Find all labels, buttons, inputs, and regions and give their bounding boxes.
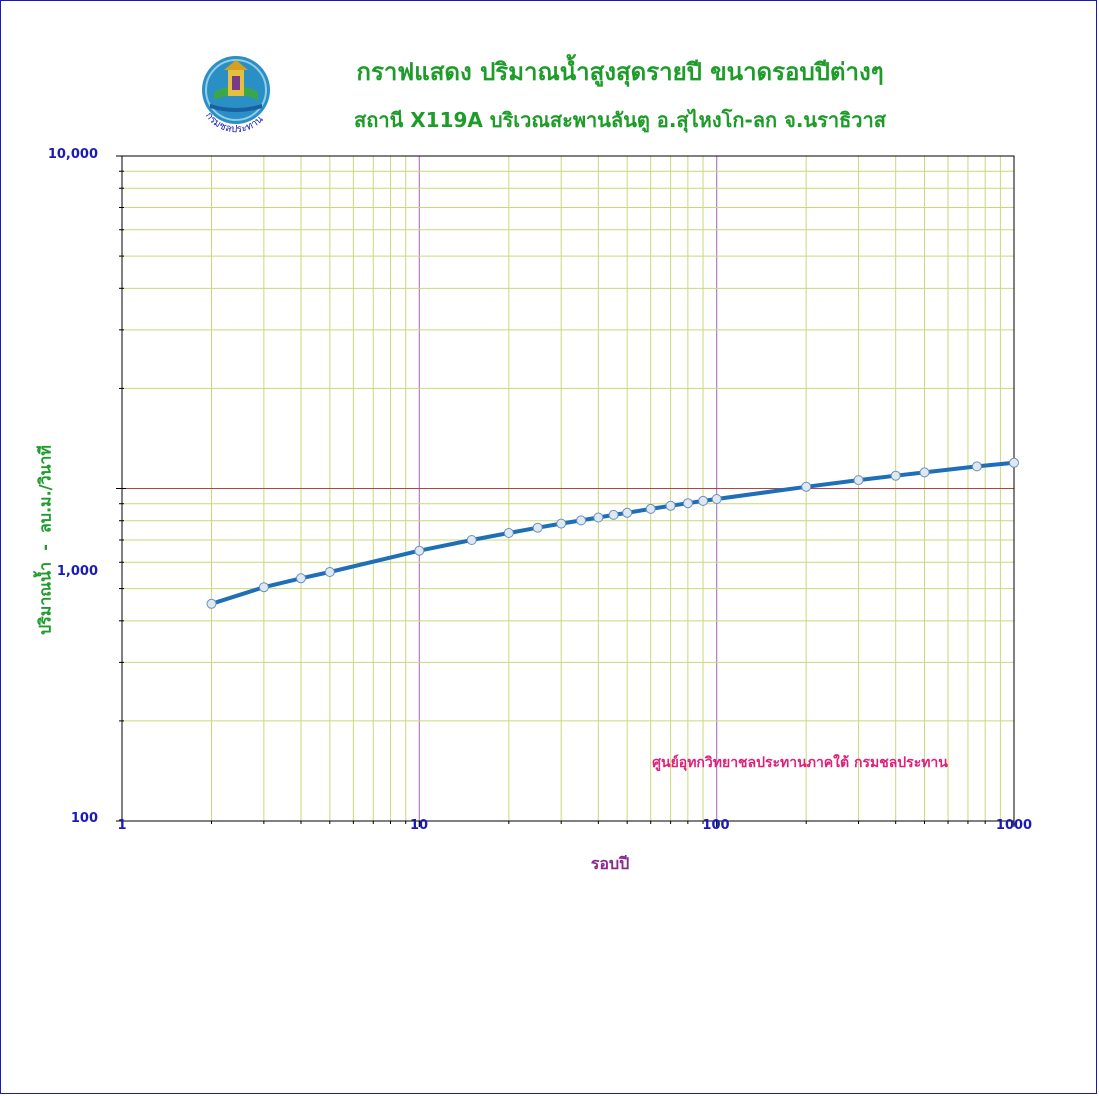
data-point-marker (971, 461, 982, 472)
data-point-marker (682, 498, 693, 509)
y-tick-label: 1,000 (56, 564, 98, 579)
data-point-marker (665, 500, 676, 511)
x-tick-label: 1000 (995, 818, 1033, 833)
x-axis-label: รอบปี (590, 854, 630, 873)
y-axis-label: ปริมาณน้ำ - ลบ.ม./วินาที (35, 445, 55, 635)
royal-irrigation-department-logo: กรมชลประทาน (202, 56, 270, 135)
data-point-marker (890, 470, 901, 481)
data-point-marker (608, 509, 619, 520)
y-tick-label: 100 (70, 811, 98, 826)
axis-ticks (116, 155, 1015, 827)
data-point-marker (296, 573, 306, 584)
data-point-marker (532, 522, 543, 533)
x-tick-label: 10 (409, 818, 429, 833)
data-point-marker (556, 518, 567, 529)
grid-lines (122, 156, 1014, 821)
data-point-marker (1009, 457, 1019, 468)
data-point-marker (466, 535, 477, 545)
data-point-marker (711, 494, 722, 504)
data-points (206, 457, 1019, 609)
y-tick-label: 10,000 (47, 147, 98, 162)
data-point-marker (503, 528, 514, 538)
data-point-marker (258, 582, 269, 593)
data-point-marker (576, 515, 587, 526)
x-tick-label: 1 (117, 818, 127, 833)
chart-title: กราฟแสดง ปริมาณน้ำสูงสุดรายปี ขนาดรอบปีต… (356, 58, 884, 86)
x-tick-label: 100 (702, 818, 730, 833)
data-point-marker (622, 507, 633, 518)
data-point-marker (414, 545, 425, 556)
data-point-marker (645, 503, 656, 514)
data-point-marker (801, 481, 812, 492)
data-point-marker (593, 512, 604, 523)
data-point-marker (919, 467, 930, 478)
chart-subtitle: สถานี X119A บริเวณสะพานลันตู อ.สุไหงโก-ล… (354, 108, 886, 132)
data-point-marker (324, 567, 335, 577)
data-point-marker (853, 475, 864, 486)
discharge-curve (209, 460, 1016, 606)
data-point-marker (206, 598, 217, 609)
credit-text: ศูนย์อุทกวิทยาชลประทานภาคใต้ กรมชลประทาน (652, 755, 948, 771)
data-point-marker (698, 495, 709, 506)
